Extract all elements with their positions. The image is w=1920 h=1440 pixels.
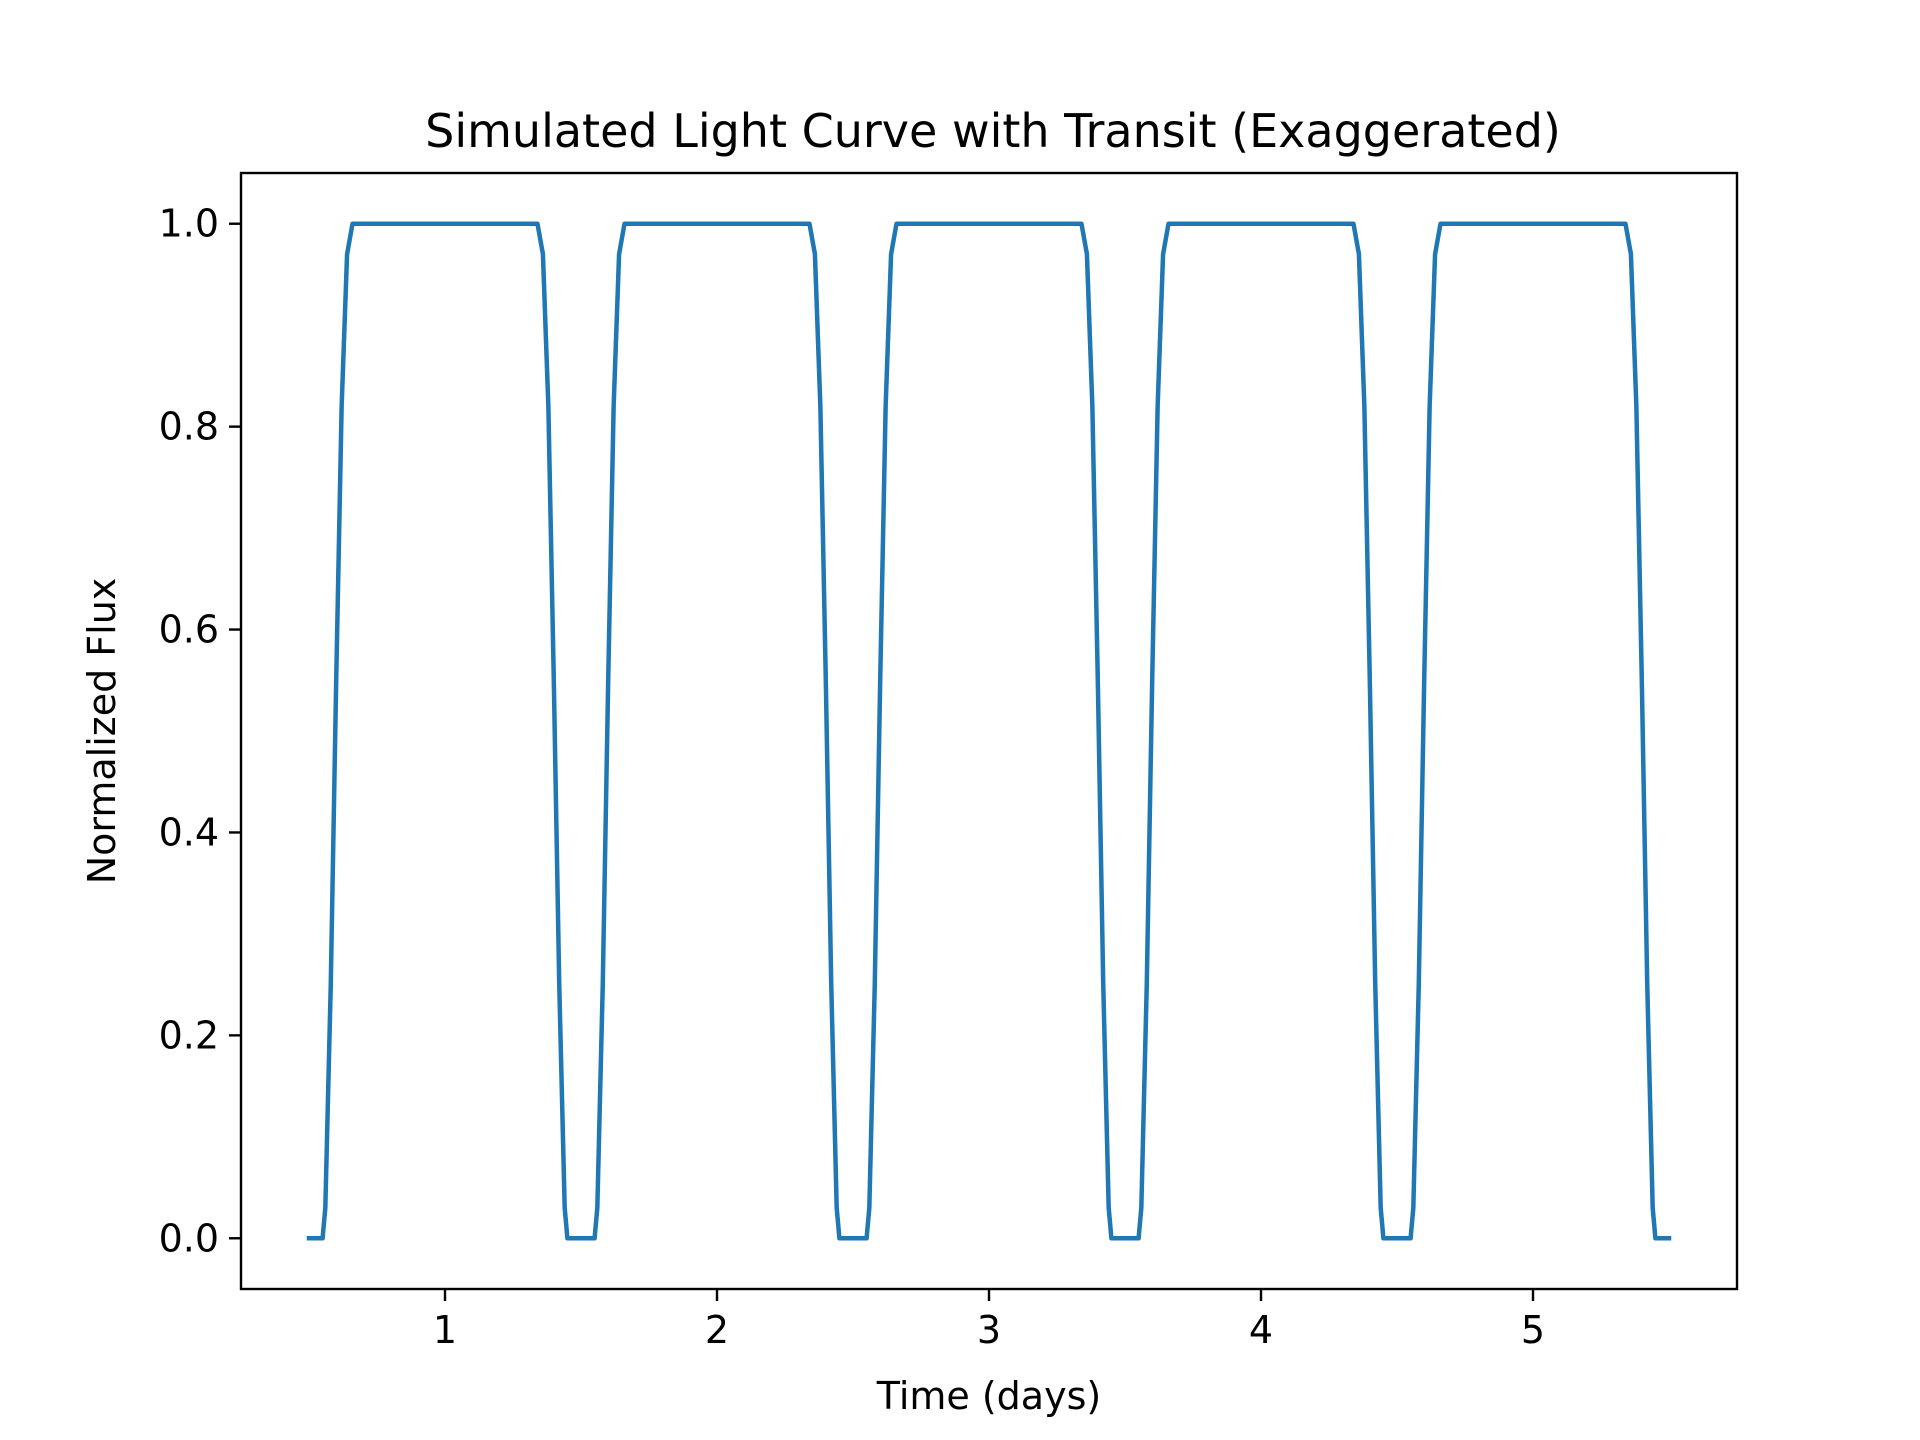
y-tick-label: 0.6	[159, 608, 219, 652]
x-axis: 1 2 3 4 5	[433, 1289, 1545, 1352]
series-line-0	[306, 221, 1672, 1241]
y-tick-label: 0.2	[159, 1013, 219, 1057]
y-tick-label: 1.0	[159, 202, 219, 246]
chart-title: Simulated Light Curve with Transit (Exag…	[425, 104, 1561, 158]
y-tick-label: 0.4	[159, 810, 219, 854]
y-tick-label: 0.8	[159, 405, 219, 449]
y-tick-label: 0.0	[159, 1216, 219, 1260]
x-tick-label: 4	[1249, 1308, 1273, 1352]
x-tick-label: 3	[977, 1308, 1001, 1352]
y-axis: 0.0 0.2 0.4 0.6 0.8 1.0	[159, 202, 241, 1260]
y-axis-label: Normalized Flux	[80, 578, 124, 885]
x-tick-label: 1	[433, 1308, 457, 1352]
x-axis-label: Time (days)	[876, 1374, 1101, 1418]
series-layer	[306, 221, 1672, 1241]
x-tick-label: 2	[705, 1308, 729, 1352]
x-tick-label: 5	[1521, 1308, 1545, 1352]
